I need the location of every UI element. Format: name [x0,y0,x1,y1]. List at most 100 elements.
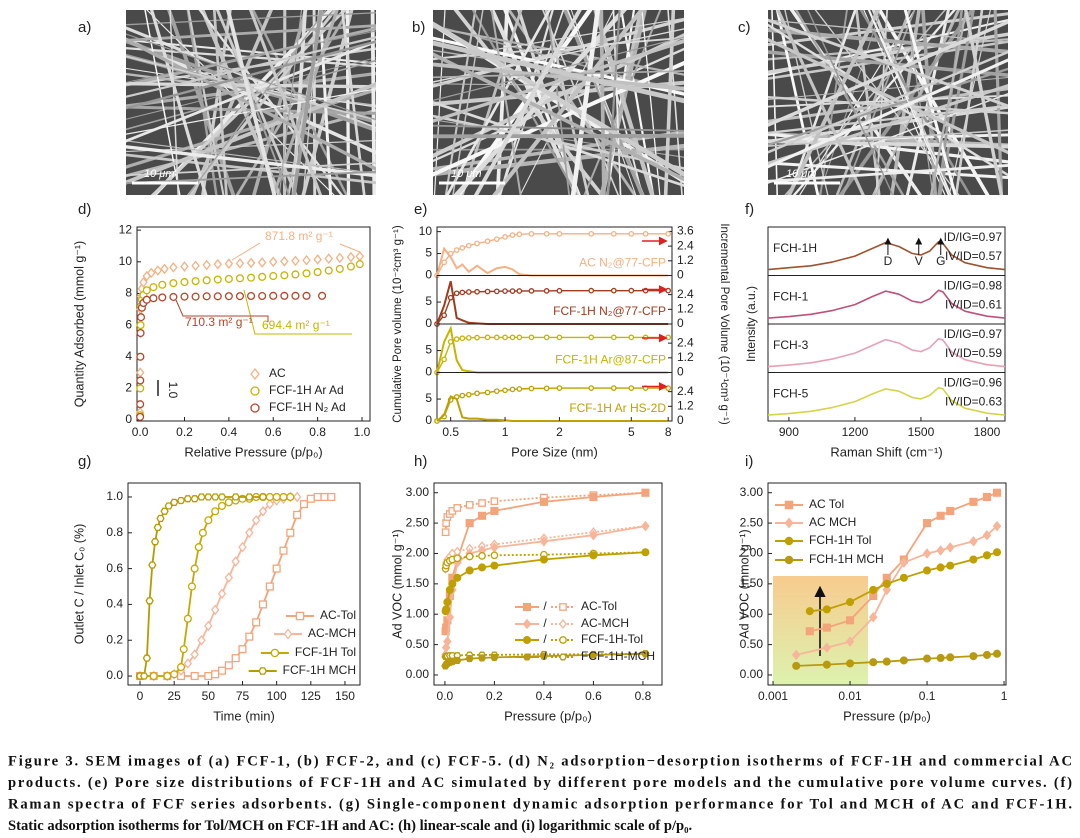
marker [665,230,672,237]
marker [258,506,268,517]
y-tick-label: 0 [425,413,432,427]
marker [516,288,523,294]
marker [142,286,151,295]
x-axis-title: Relative Pressure (p/p₀) [184,444,322,459]
marker [265,582,274,591]
marker [822,642,832,653]
marker [443,636,452,647]
fiber [612,10,622,195]
marker [899,573,908,582]
marker [269,256,278,268]
y2-tick-label: 0 [677,413,684,427]
y-tick-label: 2.50 [406,515,430,529]
x-tick-label: 1.0 [354,425,371,439]
fiber [490,10,522,195]
marker [610,334,617,341]
marker [474,288,480,295]
marker [355,260,364,269]
marker [899,656,908,665]
marker [148,561,157,569]
marker [478,552,486,560]
marker [490,497,499,506]
marker [269,291,278,300]
marker [899,557,909,568]
marker [238,541,247,553]
marker [528,288,535,294]
fiber [768,37,1008,155]
subplot-label: AC N₂@77-CFP [579,256,666,270]
marker [453,290,460,297]
marker [477,511,487,520]
y2-tick-label: 2.4 [677,335,694,349]
marker [453,656,462,664]
marker [559,603,567,611]
fiber [768,19,1008,43]
y2-tick-label: 1.2 [677,253,694,267]
y-tick-label: 0.2 [106,632,123,646]
fiber [187,10,225,195]
fiber [807,10,894,195]
fiber [126,36,376,98]
marker [484,238,491,245]
marker [135,367,145,378]
marker [224,292,233,301]
y-tick-label: 0.50 [406,637,430,651]
marker [291,270,300,279]
fiber [126,162,376,177]
y-tick-label: 6 [125,317,132,331]
marker [286,528,295,537]
fiber [433,133,684,139]
marker [992,520,1002,532]
marker [191,292,200,301]
marker [628,385,635,391]
marker [235,274,245,283]
y-tick-label: 0.0 [106,668,123,682]
marker [845,616,855,625]
y2-tick-label: 3.6 [677,224,694,238]
x-tick-label: 0 [137,689,144,703]
marker [556,334,563,341]
legend-label: FCH-1H MCH [809,552,884,566]
incremental-line [436,395,669,422]
marker [231,654,240,663]
x-tick-label: 0.6 [585,689,602,703]
marker [490,653,499,661]
marker [280,291,289,300]
leader [231,242,261,261]
marker [465,501,474,509]
marker [969,497,978,506]
annotation: 1.0 [166,382,180,399]
legend-label: AC-Tol [581,599,617,613]
fiber [433,124,684,132]
marker [247,291,256,301]
fiber [433,17,684,61]
marker [136,321,145,330]
marker [484,334,491,341]
y-tick-label: 5 [425,246,432,260]
marker [250,386,260,396]
fiber [433,36,684,102]
marker [556,230,563,237]
ratio-label: ID/IG=0.97 [944,327,1003,341]
marker [445,611,455,623]
marker [641,650,650,658]
marker [136,400,145,409]
legend-label: AC MCH [809,515,856,529]
x-tick-label: 150 [335,689,355,703]
fiber [370,10,376,195]
panel-label: b) [412,19,425,36]
marker [335,252,345,264]
marker [295,611,305,621]
legend-label: FCF-1H-Tol [581,632,643,646]
marker [465,654,474,663]
fiber [433,21,684,177]
marker [258,291,267,301]
marker [238,645,247,654]
x-tick-label: 0.01 [838,689,862,703]
marker [882,657,891,666]
fiber [768,67,1008,147]
marker [459,289,466,296]
marker [869,585,878,594]
marker [327,492,336,502]
x-tick-label: 125 [301,689,321,703]
